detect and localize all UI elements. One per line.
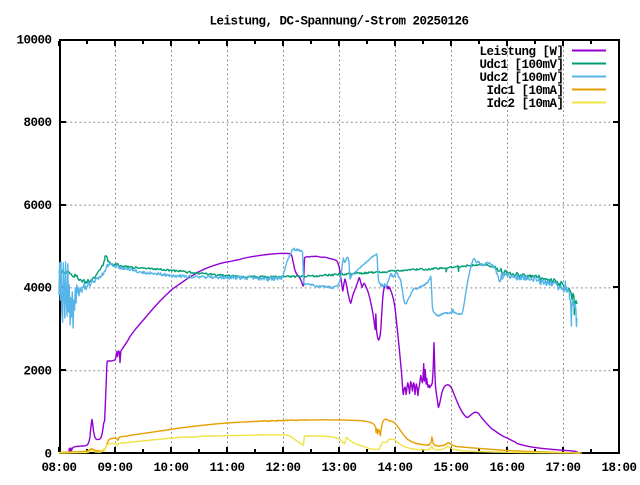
svg-text:16:00: 16:00	[489, 461, 524, 475]
svg-text:17:00: 17:00	[545, 461, 580, 475]
svg-text:Idc2 [10mA]: Idc2 [10mA]	[486, 97, 563, 111]
svg-text:2000: 2000	[23, 365, 51, 379]
svg-text:10000: 10000	[16, 33, 51, 47]
svg-text:13:00: 13:00	[321, 461, 356, 475]
svg-text:0: 0	[44, 447, 51, 461]
svg-text:4000: 4000	[23, 282, 51, 296]
svg-text:Idc1 [10mA]: Idc1 [10mA]	[486, 84, 563, 98]
svg-text:09:00: 09:00	[97, 461, 132, 475]
svg-text:15:00: 15:00	[433, 461, 468, 475]
svg-text:11:00: 11:00	[209, 461, 244, 475]
svg-text:14:00: 14:00	[377, 461, 412, 475]
svg-text:Udc1 [100mV]: Udc1 [100mV]	[479, 58, 563, 72]
svg-text:18:00: 18:00	[601, 461, 636, 475]
svg-text:12:00: 12:00	[265, 461, 300, 475]
svg-text:8000: 8000	[23, 116, 51, 130]
svg-text:08:00: 08:00	[41, 461, 76, 475]
svg-text:10:00: 10:00	[153, 461, 188, 475]
svg-text:Udc2 [100mV]: Udc2 [100mV]	[479, 71, 563, 85]
svg-text:Leistung, DC-Spannung/-Strom 2: Leistung, DC-Spannung/-Strom 20250126	[209, 14, 468, 28]
svg-text:Leistung [W]: Leistung [W]	[479, 45, 563, 59]
svg-text:6000: 6000	[23, 199, 51, 213]
